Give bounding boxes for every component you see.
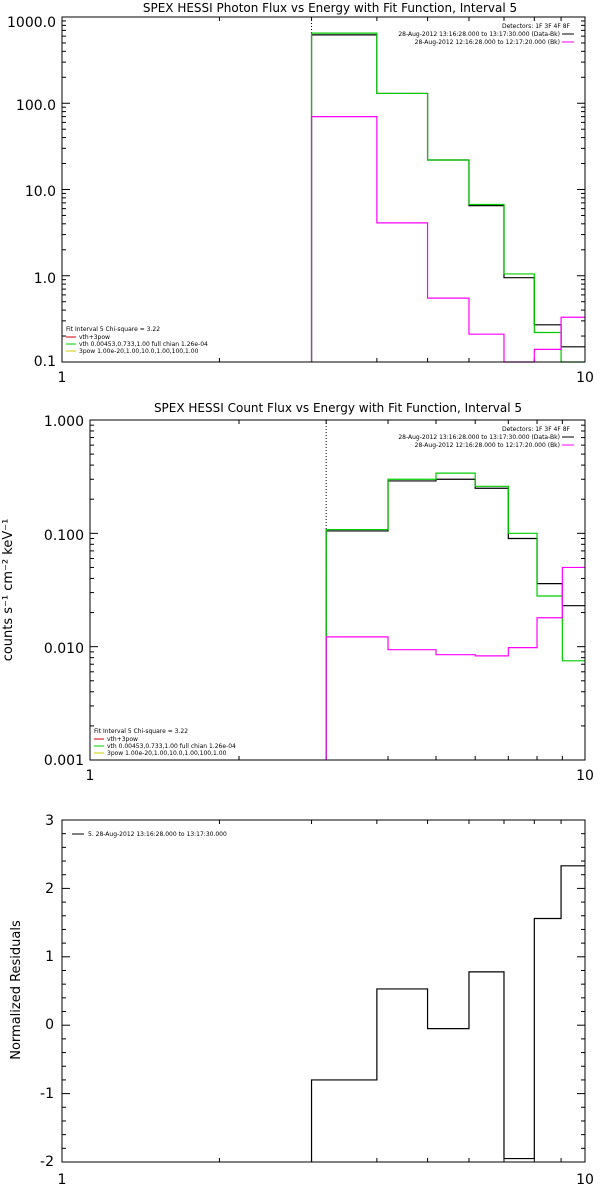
panel3-ytick-m1: -1: [40, 1086, 54, 1102]
panel3-ytick-3: 3: [45, 813, 54, 829]
panel2-ytick-0.001: 0.001: [44, 753, 84, 769]
panel1-legend-entry-1: 28-Aug-2012 13:16:28.000 to 13:17:30.000…: [398, 31, 560, 38]
panel1-ytick-10: 10.0: [25, 184, 56, 200]
panel2-legend-entry-1: 28-Aug-2012 13:16:28.000 to 13:17:30.000…: [398, 434, 560, 441]
panel1-legend-header: Detectors: 1F 3F 4F 8F: [502, 23, 571, 30]
panel3-ylabel: Normalized Residuals: [9, 920, 24, 1060]
panel1-ytick-0.1: 0.1: [34, 354, 56, 370]
panel1-legend-right: Detectors: 1F 3F 4F 8F 28-Aug-2012 13:16…: [398, 23, 574, 46]
panel2-xtick-1: 1: [86, 768, 95, 784]
panel2-ytick-1: 1.000: [44, 414, 84, 430]
panel2-ytick-0.01: 0.010: [44, 641, 84, 657]
panel3-legend-entry: 5. 28-Aug-2012 13:16:28.000 to 13:17:30.…: [88, 831, 227, 838]
panel1-ytick-100: 100.0: [16, 98, 56, 114]
series-2-step-line: [310, 116, 585, 363]
panel1-ytick-1: 1.0: [34, 271, 56, 287]
panel3-ytick-0: 0: [45, 1017, 54, 1033]
panel2-ylabel: counts s⁻¹ cm⁻² keV⁻¹: [1, 519, 16, 662]
series-0-step-line: [310, 865, 585, 1162]
panel2-xtick-10: 10: [576, 768, 594, 784]
panel3-ytick-1: 1: [45, 949, 54, 965]
panel2-title: SPEX HESSI Count Flux vs Energy with Fit…: [154, 401, 522, 415]
panel1-fit-entry-3: 3pow 1.00e-20,1.00,10.0,1.00,100,1.00: [79, 348, 199, 355]
panel2-fit-entry-3: 3pow 1.00e-20,1.00,10.0,1.00,100,1.00: [107, 750, 227, 757]
panel1-legend-entry-2: 28-Aug-2012 12:16:28.000 to 12:17:20.000…: [415, 39, 560, 46]
panel2-legend-entry-2: 28-Aug-2012 12:16:28.000 to 12:17:20.000…: [415, 442, 560, 449]
panel3-xtick-1: 1: [58, 1172, 67, 1188]
panel2-frame: [89, 419, 586, 761]
series-1-step-line: [325, 472, 585, 760]
panel1-fit-header: Fit Interval 5 Chi-square = 3.22: [66, 326, 160, 333]
panel2-fit-entry-1: vth+3pow: [107, 736, 138, 743]
panel1-xtick-10: 10: [576, 370, 594, 386]
residuals-panel: 3 2 1 0 -1 -2 1 10 Normalized Residuals …: [9, 813, 594, 1188]
panel3-legend: 5. 28-Aug-2012 13:16:28.000 to 13:17:30.…: [72, 831, 227, 838]
series-2-step-line: [325, 566, 585, 760]
panel3-ytick-m2: -2: [40, 1154, 54, 1170]
panel3-frame: [61, 819, 586, 1163]
panel2-legend-left: Fit Interval 5 Chi-square = 3.22 vth+3po…: [94, 728, 236, 757]
panel1-fit-entry-2: vth 0.00453,0.733,1.00 full chian 1.26e-…: [79, 341, 208, 348]
panel2-fit-header: Fit Interval 5 Chi-square = 3.22: [94, 728, 188, 735]
panel1-ytick-1000: 1000.0: [7, 15, 56, 31]
panel1-xtick-1: 1: [58, 370, 67, 386]
series-1-step-line: [310, 32, 585, 363]
panel1-frame: [61, 16, 586, 363]
panel3-xtick-10: 10: [576, 1172, 594, 1188]
panel1-legend-left: Fit Interval 5 Chi-square = 3.22 vth+3po…: [66, 326, 208, 355]
panel1-title: SPEX HESSI Photon Flux vs Energy with Fi…: [143, 1, 517, 15]
series-0-step-line: [325, 478, 585, 760]
count-flux-panel: SPEX HESSI Count Flux vs Energy with Fit…: [1, 401, 594, 784]
panel2-fit-entry-2: vth 0.00453,0.733,1.00 full chian 1.26e-…: [107, 743, 236, 750]
panel1-fit-entry-1: vth+3pow: [79, 334, 110, 341]
panel3-ytick-2: 2: [45, 881, 54, 897]
panel2-legend-header: Detectors: 1F 3F 4F 8F: [502, 426, 571, 433]
panel2-ytick-0.1: 0.100: [44, 528, 84, 544]
panel2-legend-right: Detectors: 1F 3F 4F 8F 28-Aug-2012 13:16…: [398, 426, 574, 449]
series-0-step-line: [310, 34, 585, 362]
photon-flux-panel: SPEX HESSI Photon Flux vs Energy with Fi…: [7, 1, 594, 386]
